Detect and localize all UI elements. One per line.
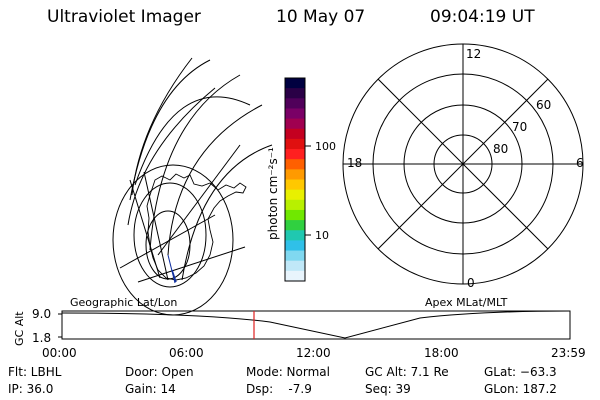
altitude-axis-label: GC Alt bbox=[13, 311, 26, 346]
colorbar-band bbox=[285, 240, 305, 252]
colorbar-band bbox=[285, 98, 305, 110]
colorbar-band bbox=[285, 230, 305, 241]
colorbar-band bbox=[285, 78, 305, 89]
geographic-map bbox=[112, 57, 273, 316]
ip-info: IP: 36.0 bbox=[8, 382, 54, 396]
colorbar-band bbox=[285, 250, 305, 262]
altitude-curve bbox=[61, 310, 571, 339]
apex-coords-label: Apex MLat/MLT bbox=[425, 296, 508, 309]
polar-grid bbox=[342, 43, 584, 285]
colorbar-band bbox=[285, 128, 305, 140]
gain-info: Gain: 14 bbox=[125, 382, 176, 396]
colorbar-band bbox=[285, 108, 305, 120]
time-tick-1800: 18:00 bbox=[424, 346, 459, 360]
colorbar-band bbox=[285, 159, 305, 170]
colorbar-band bbox=[285, 199, 305, 211]
colorbar-band bbox=[285, 149, 305, 160]
instrument-title: Ultraviolet Imager bbox=[47, 7, 201, 27]
time-label: 09:04:19 UT bbox=[430, 7, 535, 27]
latitude-label-60: 60 bbox=[536, 98, 552, 112]
mlt-label-6: 6 bbox=[576, 156, 584, 170]
dsp-info: Dsp: -7.9 bbox=[246, 382, 312, 396]
colorbar-band bbox=[285, 260, 305, 272]
altitude-tick-1-8: 1.8 bbox=[32, 331, 52, 345]
colorbar-frame bbox=[284, 77, 306, 282]
time-tick-2359: 23:59 bbox=[551, 346, 586, 360]
colorbar-tick-label-100: 100 bbox=[315, 140, 336, 153]
colorbar-band bbox=[285, 209, 305, 221]
timeline-plot bbox=[58, 310, 571, 340]
colorbar-band bbox=[285, 169, 305, 181]
mlt-label-0: 0 bbox=[467, 276, 475, 290]
altitude-tick-9: 9.0 bbox=[32, 307, 52, 321]
colorbar-band bbox=[285, 138, 305, 150]
filter-info: Flt: LBHL bbox=[8, 365, 62, 379]
geographic-longitude-info: GLon: 187.2 bbox=[484, 382, 557, 396]
date-label: 10 May 07 bbox=[276, 7, 366, 27]
mlt-label-18: 18 bbox=[347, 156, 363, 170]
sequence-info: Seq: 39 bbox=[365, 382, 411, 396]
geographic-coords-label: Geographic Lat/Lon bbox=[70, 296, 178, 309]
colorbar bbox=[285, 78, 305, 282]
colorbar-band bbox=[285, 179, 305, 191]
latitude-label-80: 80 bbox=[493, 142, 509, 156]
gc-altitude-info: GC Alt: 7.1 Re bbox=[365, 365, 449, 379]
colorbar-band bbox=[285, 220, 305, 231]
door-info: Door: Open bbox=[125, 365, 194, 379]
time-tick-0600: 06:00 bbox=[169, 346, 204, 360]
mlt-label-12: 12 bbox=[466, 47, 482, 61]
time-tick-1200: 12:00 bbox=[296, 346, 331, 360]
colorbar-band bbox=[285, 88, 305, 99]
mode-info: Mode: Normal bbox=[246, 365, 330, 379]
colorbar-band bbox=[285, 189, 305, 201]
time-tick-0000: 00:00 bbox=[42, 346, 77, 360]
latitude-label-70: 70 bbox=[512, 120, 528, 134]
colorbar-units-label: photon cm⁻²s⁻¹ bbox=[266, 147, 280, 240]
colorbar-band bbox=[285, 270, 305, 282]
colorbar-tick-label-10: 10 bbox=[315, 229, 329, 242]
geographic-latitude-info: GLat: −63.3 bbox=[484, 365, 557, 379]
colorbar-band bbox=[285, 118, 305, 130]
